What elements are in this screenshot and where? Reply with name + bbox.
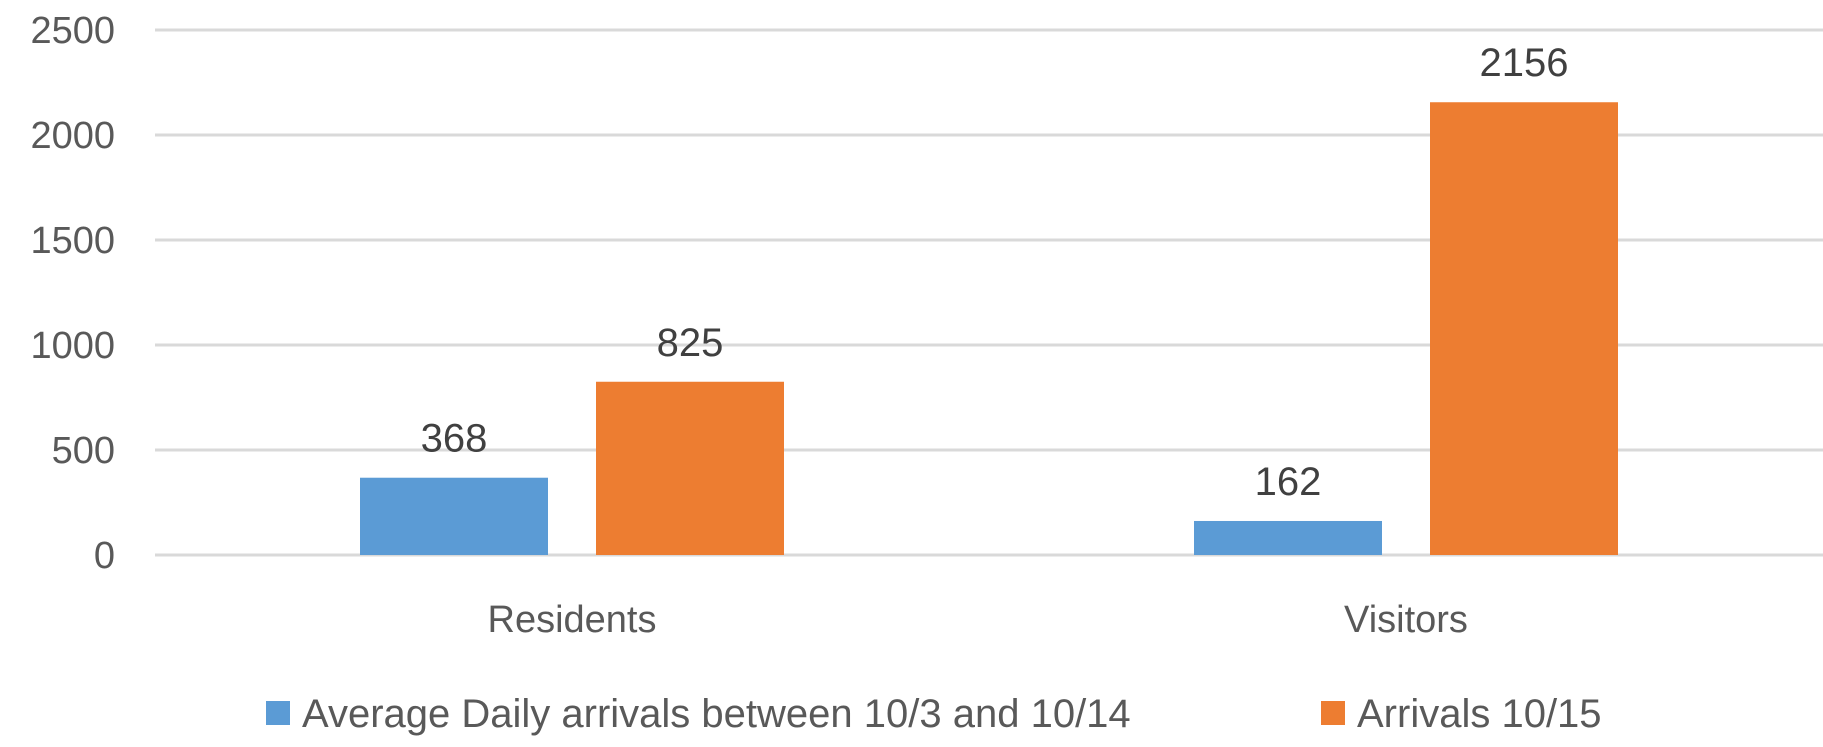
- legend-label-average-daily-arrivals: Average Daily arrivals between 10/3 and …: [302, 692, 1131, 736]
- legend: Average Daily arrivals between 10/3 and …: [266, 692, 1602, 736]
- x-axis-category-labels: Residents Visitors: [488, 599, 1468, 641]
- y-tick-label-2500: 2500: [30, 10, 115, 52]
- bar-residents-series-1: [596, 381, 784, 555]
- y-axis-tick-labels: 0 500 1000 1500 2000 2500: [30, 10, 115, 577]
- y-tick-label-0: 0: [94, 535, 115, 577]
- data-label-visitors-series-1: 2156: [1480, 41, 1569, 85]
- bar-visitors-series-0: [1194, 520, 1382, 555]
- bars: [360, 102, 1618, 556]
- legend-label-arrivals-10-15: Arrivals 10/15: [1357, 692, 1602, 736]
- y-tick-label-1000: 1000: [30, 325, 115, 367]
- data-label-residents-series-1: 825: [657, 321, 724, 365]
- legend-swatch-average-daily-arrivals: [266, 701, 290, 725]
- y-tick-label-500: 500: [52, 430, 115, 472]
- y-tick-label-1500: 1500: [30, 220, 115, 262]
- y-tick-label-2000: 2000: [30, 115, 115, 157]
- category-label-residents: Residents: [488, 599, 657, 641]
- category-label-visitors: Visitors: [1344, 599, 1468, 641]
- bar-residents-series-0: [360, 477, 548, 555]
- bar-visitors-series-1: [1430, 102, 1618, 556]
- data-label-visitors-series-0: 162: [1255, 460, 1322, 504]
- data-label-residents-series-0: 368: [421, 417, 488, 461]
- data-labels: 368 825 162 2156: [421, 41, 1569, 504]
- legend-swatch-arrivals-10-15: [1321, 701, 1345, 725]
